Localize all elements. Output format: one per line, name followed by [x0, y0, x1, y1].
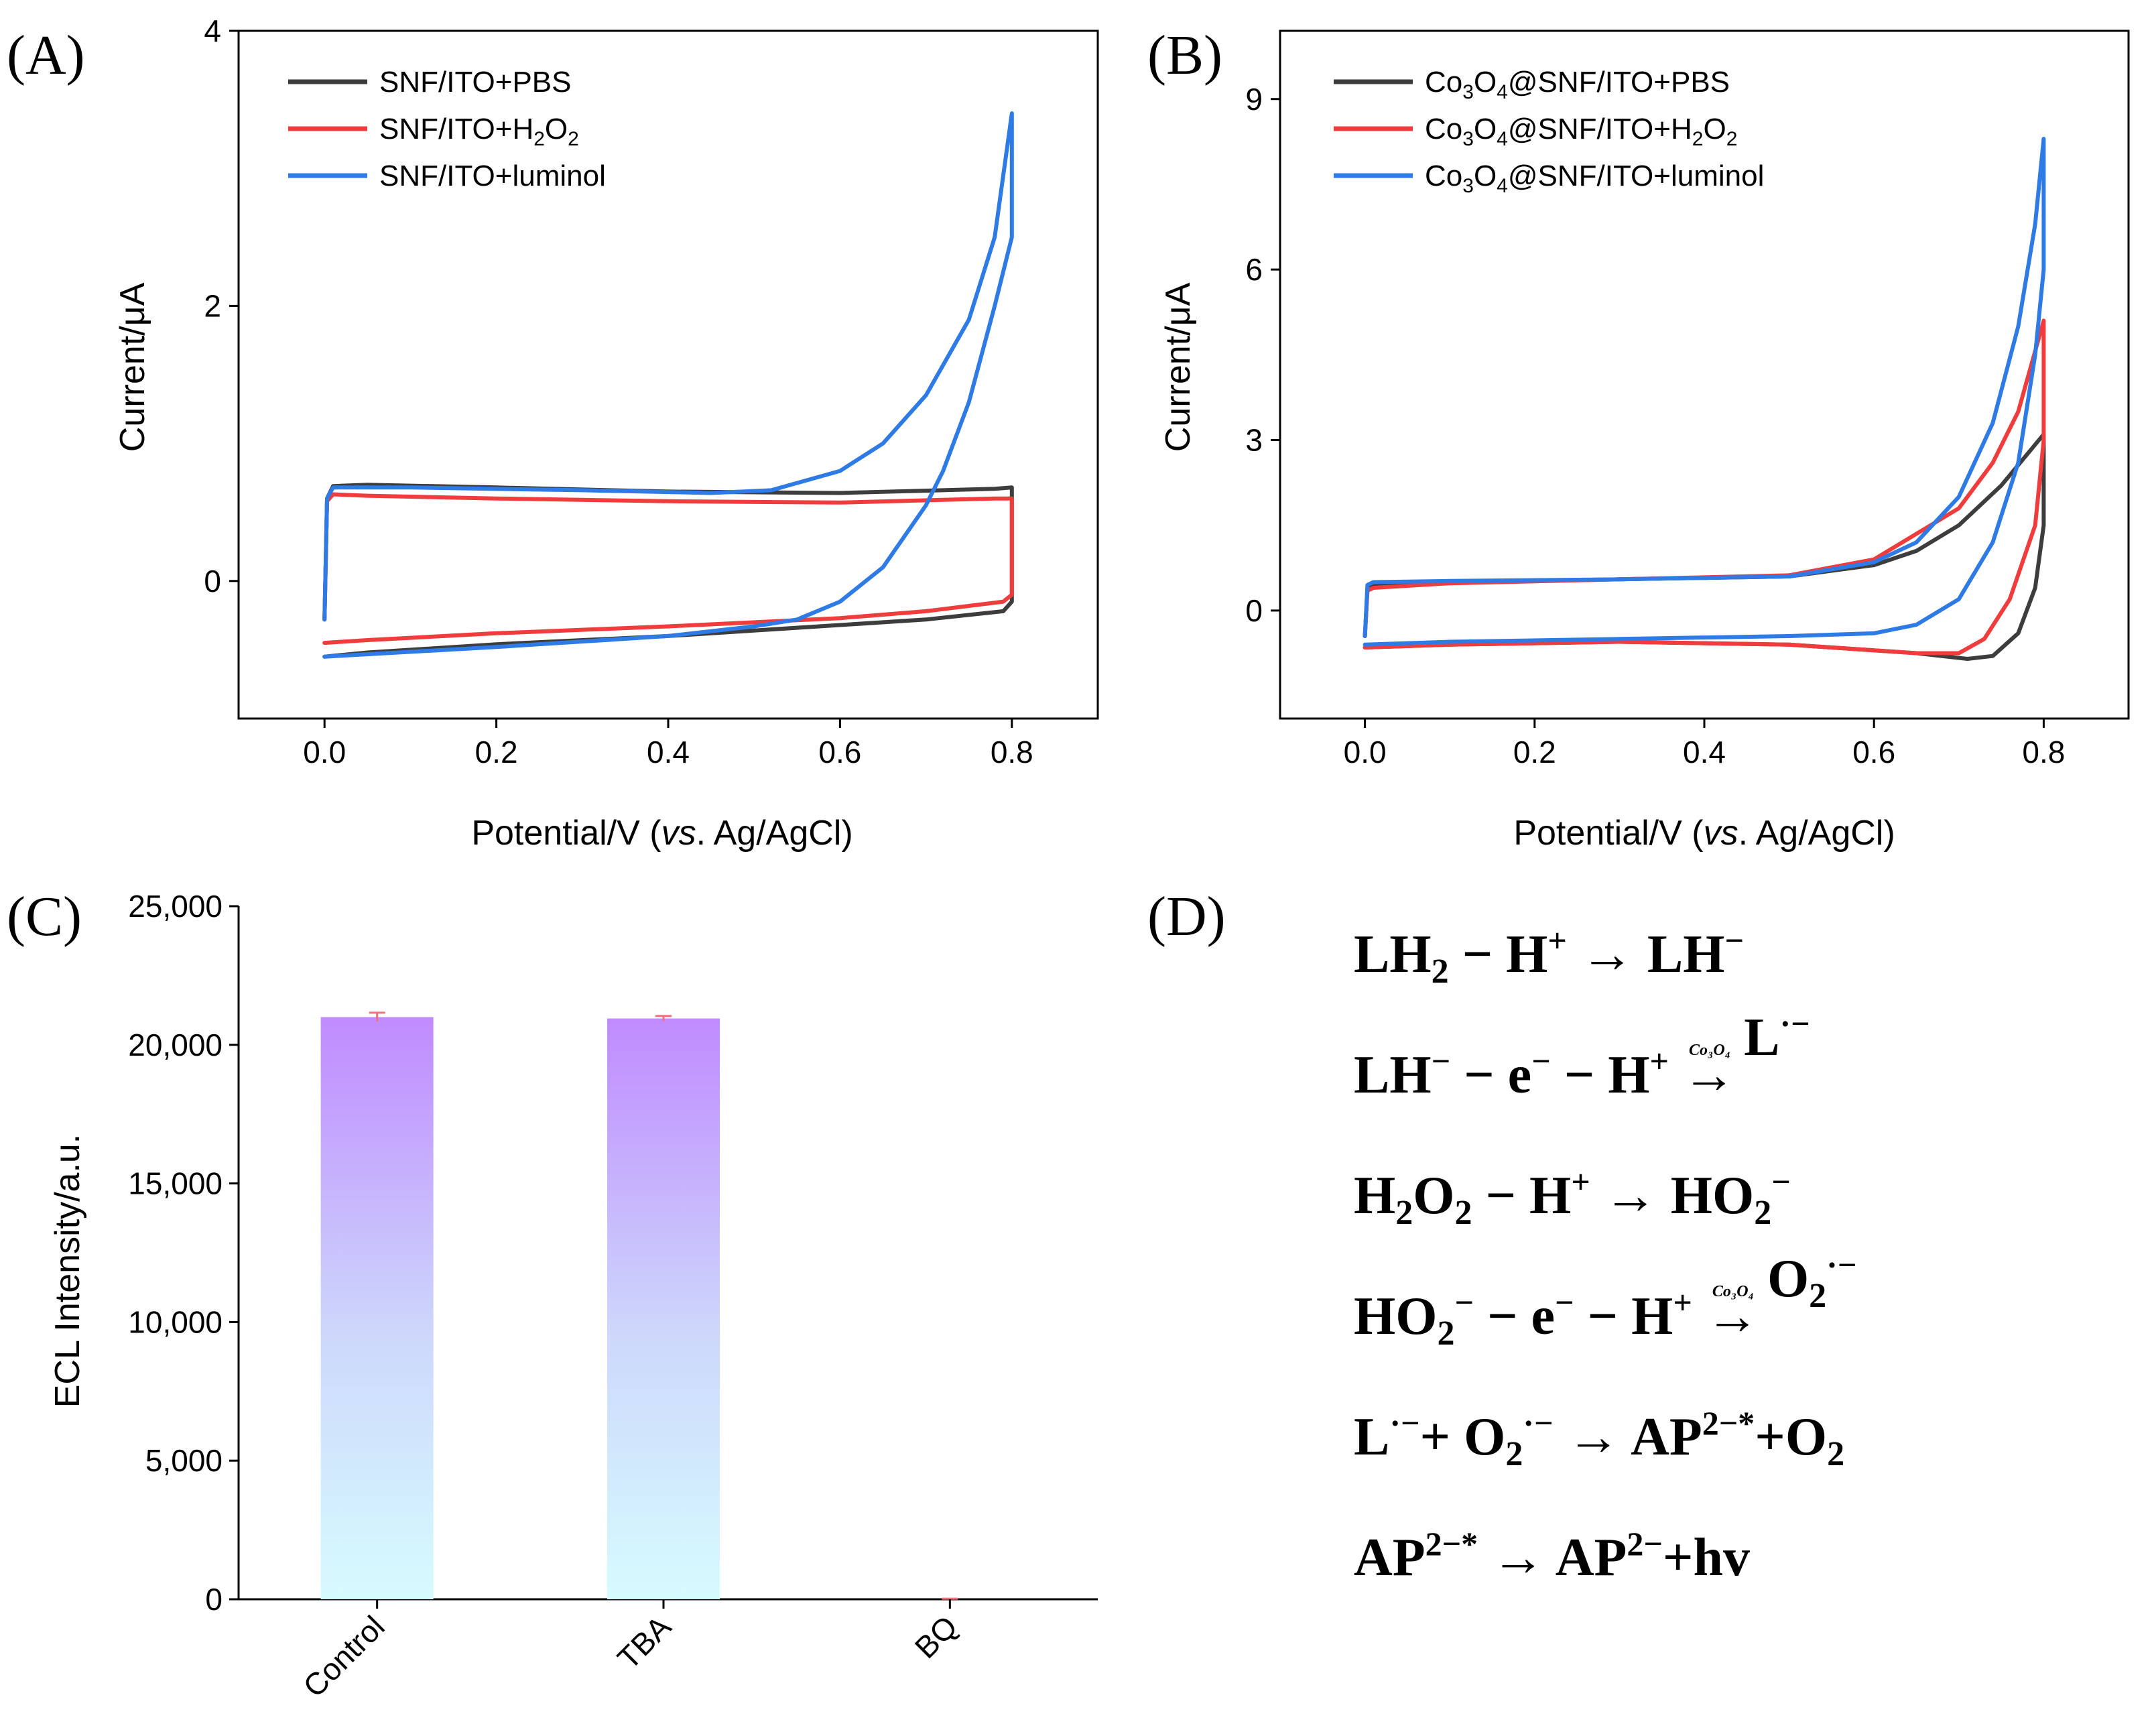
legend-a-label-h2o2: SNF/ITO+H2O2	[379, 113, 579, 150]
c-category-label-control: Control	[296, 1609, 391, 1704]
a-xtick-label: 0.0	[303, 735, 346, 769]
a-xtick-label: 0.8	[991, 735, 1033, 769]
b-ytick-label: 3	[1245, 423, 1263, 458]
panel-a: (A) 0.0 0.2 0.4 0.6 0.8 0 2 4 Potential/V (vs. …	[7, 13, 1099, 853]
panel-b-legend: Co3O4@SNF/ITO+PBS Co3O4@SNF/ITO+H2O2 Co3…	[1334, 66, 1764, 197]
b-series-line-1	[1363, 318, 2046, 656]
a-xtick-label: 0.6	[818, 735, 861, 769]
legend-a-label-pbs: SNF/ITO+PBS	[379, 66, 572, 99]
c-bar-control	[320, 1017, 434, 1599]
c-category-label-tba: TBA	[611, 1609, 678, 1676]
a-series-line-1	[322, 492, 1014, 645]
a-xtick-label: 0.2	[475, 735, 518, 769]
panel-a-plot: 0.0 0.2 0.4 0.6 0.8 0 2 4	[204, 13, 1099, 769]
c-ytick-label: 25,000	[128, 889, 223, 924]
equation-line-1: LH2 − H+ → LH−	[1354, 922, 1744, 991]
legend-b-label-h2o2: Co3O4@SNF/ITO+H2O2	[1425, 113, 1737, 150]
b-series-line-0	[1363, 432, 2046, 661]
a-series-line-2	[322, 111, 1014, 659]
legend-b-label-pbs: Co3O4@SNF/ITO+PBS	[1425, 66, 1730, 103]
c-category-label-bq: BQ	[908, 1609, 964, 1665]
panel-a-xlabel: Potential/V (vs. Ag/AgCl)	[471, 814, 852, 853]
a-ytick-label: 0	[204, 564, 221, 599]
c-ytick-label: 0	[205, 1582, 223, 1617]
legend-b-label-luminol: Co3O4@SNF/ITO+luminol	[1425, 160, 1764, 197]
panel-a-letter: (A)	[7, 24, 85, 86]
equation-line-6: AP2−* → AP2−+hv	[1354, 1525, 1750, 1587]
b-xtick-label: 0.6	[1852, 735, 1895, 769]
equation-line-2: LH− − e− − H+ →Co₃O₄ L·−	[1354, 1005, 1810, 1105]
legend-a-label-luminol: SNF/ITO+luminol	[379, 160, 606, 192]
panel-d: (D) LH2 − H+ → LH− LH− − e− − H+ →Co₃O₄ L…	[1147, 885, 1856, 1587]
panel-c-plot: 0 5,000 10,000 15,000 20,000 25,000 Control TBA…	[128, 889, 1098, 1704]
c-bar-tba	[607, 1018, 720, 1599]
b-series-line-2	[1363, 137, 2046, 647]
equation-line-4: HO2− − e− − H+ →Co₃O₄ O2·−	[1354, 1246, 1856, 1353]
panel-c: (C) 0 5,000 10,000 15,000 20,000 25,000 Contro…	[7, 885, 1098, 1704]
equation-line-5: L·−+ O2·− → AP2−*+O2	[1354, 1404, 1844, 1473]
panel-b-plot: 0.0 0.2 0.4 0.6 0.8 0 3 6 9	[1245, 29, 2130, 769]
panel-b-ylabel: Current/μA	[1159, 282, 1198, 452]
c-ytick-label: 20,000	[128, 1028, 223, 1062]
reaction-equations: LH2 − H+ → LH− LH− − e− − H+ →Co₃O₄ L·− H2…	[1354, 922, 1856, 1587]
panel-b: (B) 0.0 0.2 0.4 0.6 0.8 0 3 6 9 Potential/V (vs.…	[1147, 24, 2130, 853]
panel-c-ylabel: ECL Intensity/a.u.	[48, 1134, 87, 1408]
b-ytick-label: 0	[1245, 593, 1263, 628]
panel-c-letter: (C)	[7, 885, 82, 948]
b-xtick-label: 0.4	[1683, 735, 1726, 769]
b-xtick-label: 0.0	[1344, 735, 1387, 769]
a-ytick-label: 2	[204, 288, 221, 323]
b-ytick-label: 6	[1245, 252, 1263, 287]
b-xtick-label: 0.2	[1513, 735, 1556, 769]
panel-a-legend: SNF/ITO+PBS SNF/ITO+H2O2 SNF/ITO+luminol	[288, 66, 606, 192]
panel-d-letter: (D)	[1147, 885, 1226, 948]
panel-a-ylabel: Current/μA	[113, 282, 152, 452]
b-xtick-label: 0.8	[2022, 735, 2065, 769]
b-ytick-label: 9	[1245, 82, 1263, 117]
c-ytick-label: 15,000	[128, 1166, 223, 1201]
c-ytick-label: 5,000	[145, 1443, 223, 1478]
a-ytick-label: 4	[204, 13, 221, 48]
equation-line-3: H2O2 − H+ → HO2−	[1354, 1163, 1791, 1232]
a-xtick-label: 0.4	[647, 735, 690, 769]
panel-b-xlabel: Potential/V (vs. Ag/AgCl)	[1513, 814, 1895, 853]
c-ytick-label: 10,000	[128, 1304, 223, 1339]
a-series-line-0	[322, 483, 1014, 659]
panel-b-letter: (B)	[1147, 24, 1222, 86]
